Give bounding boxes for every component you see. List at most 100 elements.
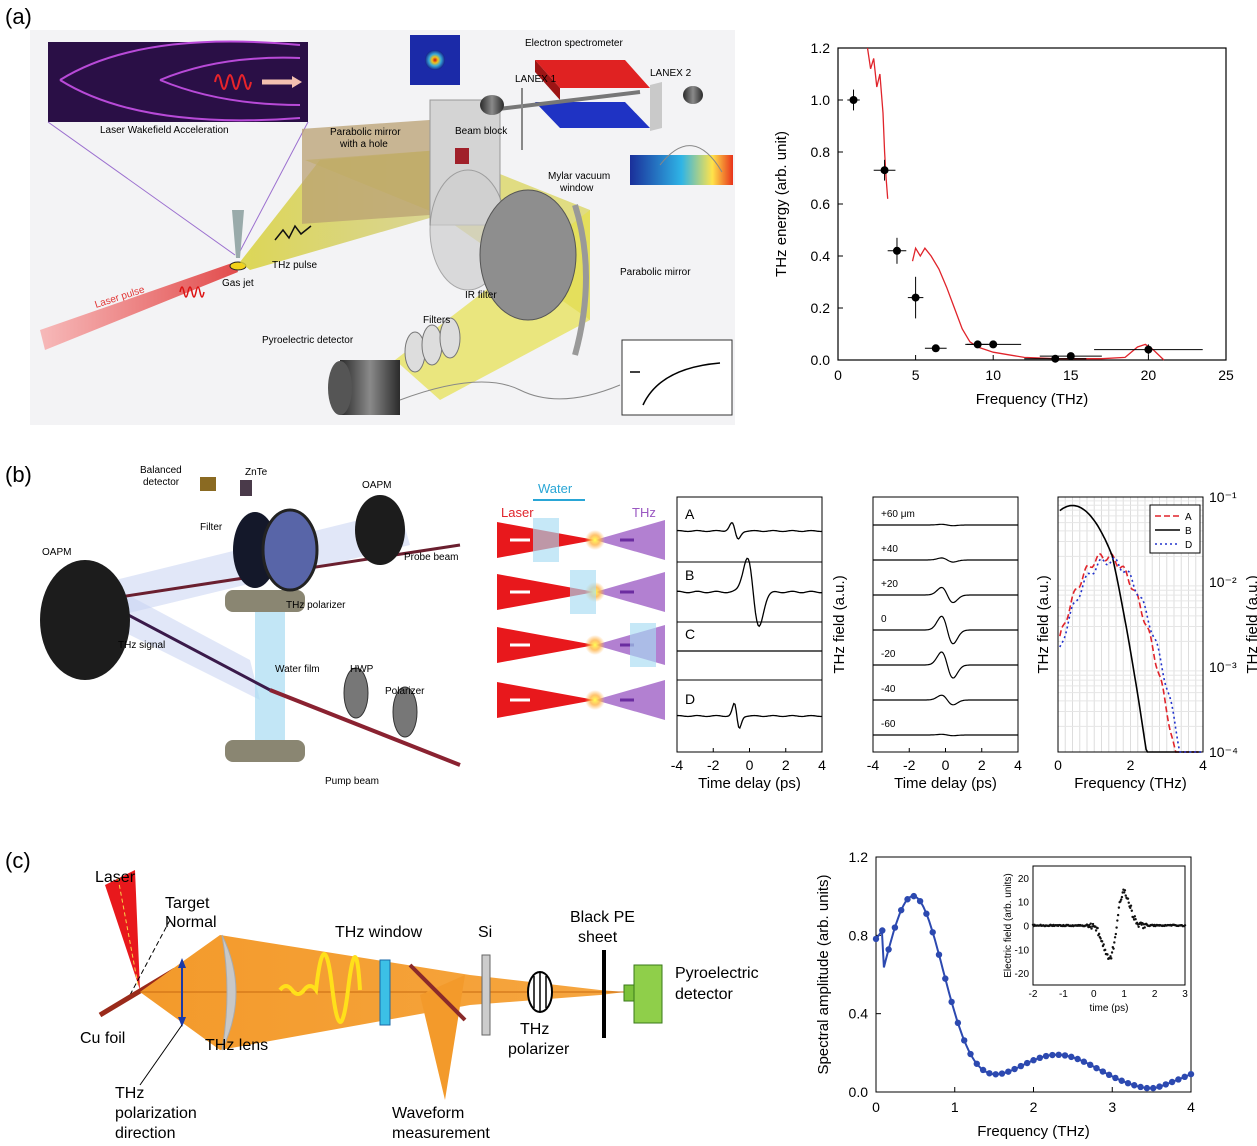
spectrum-point xyxy=(1062,1052,1068,1058)
inset-point xyxy=(1095,929,1097,931)
inset-point xyxy=(1128,902,1130,904)
target-label: Target xyxy=(165,895,210,912)
inset-x-tick-label: 2 xyxy=(1152,989,1158,1000)
inset-point xyxy=(1109,955,1111,957)
inset-point xyxy=(1090,922,1092,924)
series-label: 0 xyxy=(881,614,887,625)
plot-frame xyxy=(838,48,1226,360)
series-label: -20 xyxy=(881,649,896,660)
inset-point xyxy=(1113,941,1115,943)
spectrum-point xyxy=(885,946,891,952)
spectrum-point xyxy=(1182,1074,1188,1080)
lanex2-label: LANEX 2 xyxy=(650,68,692,79)
data-point xyxy=(1067,352,1075,360)
spectrum-point xyxy=(980,1067,986,1073)
scope-inset xyxy=(622,340,732,415)
waveform-beam xyxy=(420,975,465,1100)
ir-filter-label: IR filter xyxy=(465,290,497,301)
filter-b-label: Filter xyxy=(200,522,223,533)
water-film-label: Water film xyxy=(275,664,320,675)
spectrum-point xyxy=(1081,1059,1087,1065)
series-label: D xyxy=(685,691,695,707)
pyro-detector-c xyxy=(634,965,662,1023)
thz-window-label: THz window xyxy=(335,924,423,941)
lanex-image-spot xyxy=(425,50,445,70)
pyro-label-a: Pyroelectric detector xyxy=(262,335,354,346)
inset-point xyxy=(1131,910,1133,912)
inset-point xyxy=(1090,927,1092,929)
water-film-slab xyxy=(570,570,596,614)
lanex1-label: LANEX 1 xyxy=(515,74,557,85)
spectrum-point xyxy=(974,1061,980,1067)
thz-lens-label: THz lens xyxy=(205,1037,268,1054)
y-axis-title: THz field (a.u.) xyxy=(831,575,848,673)
spectrum-point xyxy=(1144,1085,1150,1091)
spectrum-point xyxy=(923,911,929,917)
inset-point xyxy=(1118,906,1120,908)
pyro-detector-label-c: detector xyxy=(675,986,733,1003)
spectrum-point xyxy=(1119,1078,1125,1084)
series-label: -40 xyxy=(881,684,896,695)
waveform-trace xyxy=(873,558,1018,562)
x-tick-label: 0 xyxy=(746,757,754,773)
y-tick-label: 1.0 xyxy=(811,92,831,108)
chart-b-position: -4 -2 0 2 4Time delay (ps)+60 μm+40+200-20-4… xyxy=(867,497,1022,792)
x-tick-label: -4 xyxy=(867,757,880,773)
spectrum-point xyxy=(993,1071,999,1077)
y-tick-label: 10⁻⁴ xyxy=(1209,744,1238,760)
y-tick-label: 0.8 xyxy=(811,144,831,160)
wakefield-title: Laser Wakefield Acceleration xyxy=(100,125,229,136)
water-label: Water xyxy=(538,481,573,496)
spectrum-point xyxy=(942,975,948,981)
spectrum-point xyxy=(967,1051,973,1057)
water-bar-bottom xyxy=(225,740,305,762)
plasma-glow xyxy=(585,690,605,710)
series-label: C xyxy=(685,626,695,642)
waveform-trace xyxy=(873,695,1018,705)
y-axis-title-right: THz field (a.u.) xyxy=(1244,575,1257,673)
spectrometer-label: Electron spectrometer xyxy=(525,38,623,49)
inset-point xyxy=(1120,898,1122,900)
x-axis-title: Frequency (THz) xyxy=(976,391,1089,408)
inset-point xyxy=(1124,889,1126,891)
x-tick-label: 10 xyxy=(985,367,1001,383)
si-wafer xyxy=(482,955,490,1035)
y-tick-label: 0.4 xyxy=(811,248,831,264)
pyro-detector-face xyxy=(328,361,352,415)
inset-x-tick-label: 3 xyxy=(1182,989,1188,1000)
panel-b-setup: OAPM OAPM Filter THz polarizer Balanced … xyxy=(40,465,460,787)
lanex2-screen xyxy=(650,82,662,131)
inset-x-tick-label: -2 xyxy=(1029,989,1038,1000)
x-tick-label: 4 xyxy=(1187,1099,1195,1115)
y-tick-label: 0.4 xyxy=(849,1006,869,1022)
inset-point xyxy=(1123,891,1125,893)
balanced-label-2: detector xyxy=(143,477,180,488)
inset-point xyxy=(1110,957,1112,959)
data-point xyxy=(881,166,889,174)
inset-point xyxy=(1129,907,1131,909)
inset-y-tick-label: 0 xyxy=(1023,922,1029,933)
beam-block-label: Beam block xyxy=(455,126,508,137)
laser-label-b: Laser xyxy=(501,505,534,520)
y-tick-label: 1.2 xyxy=(811,40,831,56)
waveform-D xyxy=(677,704,822,728)
data-point xyxy=(932,344,940,352)
x-axis-title: Time delay (ps) xyxy=(894,775,997,792)
inset-x-tick-label: 1 xyxy=(1121,989,1127,1000)
pol-dir-label-3: direction xyxy=(115,1125,175,1142)
pol-dir-label: THz xyxy=(115,1085,144,1102)
x-tick-label: 3 xyxy=(1108,1099,1116,1115)
inset-point xyxy=(1111,951,1113,953)
spectrum-point xyxy=(1137,1084,1143,1090)
data-point xyxy=(912,294,920,302)
normal-label: Normal xyxy=(165,914,217,931)
series-label: B xyxy=(685,567,694,583)
data-point xyxy=(850,96,858,104)
thz-polarizer-c-label-2: polarizer xyxy=(508,1041,570,1058)
inset-point xyxy=(1106,953,1108,955)
spectrum-point xyxy=(1175,1076,1181,1082)
inset-y-tick-label: 20 xyxy=(1018,874,1030,885)
inset-point xyxy=(1102,943,1104,945)
water-film-slab xyxy=(630,623,656,667)
x-tick-label: 1 xyxy=(951,1099,959,1115)
